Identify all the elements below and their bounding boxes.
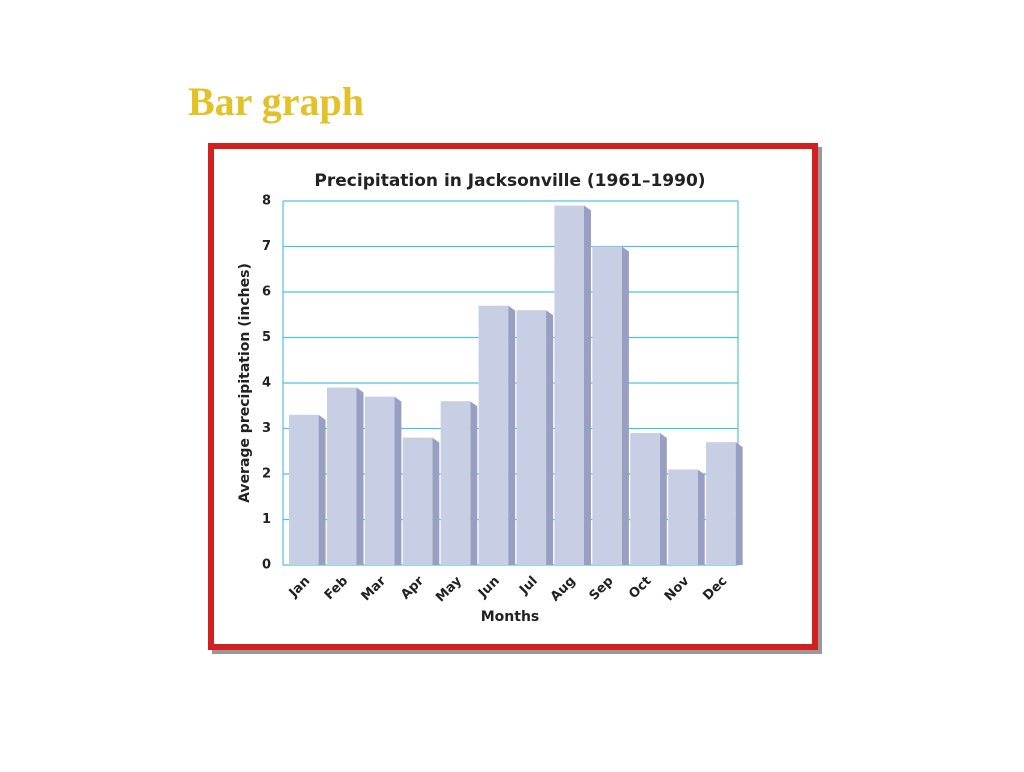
y-tick-label: 3 [262,421,271,436]
bar-front [364,396,395,565]
bar-front [630,433,660,565]
bar [592,246,629,565]
bar [402,437,440,565]
bar-side [621,246,629,565]
y-tick-label: 6 [262,285,271,300]
bar [516,310,554,565]
bar [706,442,743,565]
bar-side [318,414,326,565]
y-tick-label: 7 [262,239,271,254]
bar-side [470,401,478,565]
bar [326,387,364,565]
bar-side [735,442,743,565]
slide-title: Bar graph [188,79,364,124]
y-tick-label: 5 [262,330,271,345]
y-tick-label: 0 [262,558,271,573]
bar-side [394,396,402,565]
bar-front [402,437,433,565]
y-axis-label: Average precipitation (inches) [237,263,253,503]
bar [668,469,705,565]
y-tick-label: 1 [262,512,271,527]
bar [440,401,478,565]
bar-side [583,205,591,566]
bar-front [326,387,357,565]
bar [289,414,326,565]
y-tick-label: 4 [262,376,271,391]
bar-front [668,469,698,565]
bar-side [546,310,554,565]
y-tick-label: 2 [262,467,271,482]
bar [364,396,402,565]
bar-side [432,437,440,565]
bar-front [554,205,584,566]
bar [554,205,591,566]
bar-front [706,442,736,565]
bar [630,433,667,565]
bar-side [508,305,516,565]
bar-front [289,414,319,565]
bar [478,305,516,565]
bar-side [356,387,364,565]
bar-side [697,469,705,565]
bar-front [516,310,547,565]
bar-front [478,305,509,565]
bar-side [659,433,667,565]
bar-front [592,246,622,565]
chart-title: Precipitation in Jacksonville (1961–1990… [314,171,705,191]
bar-front [440,401,471,565]
x-axis-label: Months [481,609,540,625]
y-tick-label: 8 [262,194,271,209]
